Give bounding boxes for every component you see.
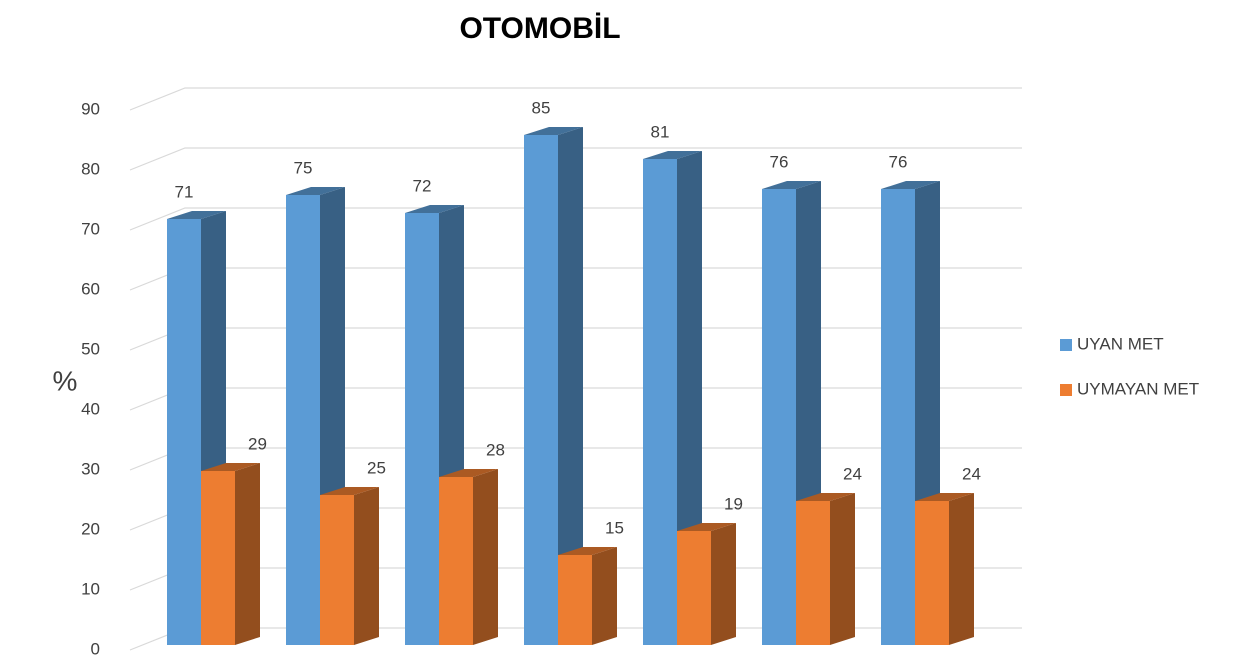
bar-side	[235, 463, 260, 645]
bar-front	[524, 135, 558, 645]
data-label: 85	[532, 98, 551, 117]
chart-title: OTOMOBİL	[459, 12, 620, 45]
bar-top	[320, 487, 379, 495]
bar-top	[286, 187, 345, 195]
y-tick-label: 60	[81, 279, 100, 298]
bar-front	[167, 219, 201, 645]
bar-front	[405, 213, 439, 645]
bar	[796, 493, 855, 645]
bar-front	[643, 159, 677, 645]
bar-side	[558, 127, 583, 645]
bar-front	[796, 501, 830, 645]
bar	[915, 493, 974, 645]
legend-swatch	[1060, 384, 1072, 396]
data-label: 19	[724, 494, 743, 513]
data-label: 81	[651, 122, 670, 141]
bar-top	[643, 151, 702, 159]
data-label: 25	[367, 458, 386, 477]
bar-side	[677, 151, 702, 645]
bar-top	[677, 523, 736, 531]
bar-front	[677, 531, 711, 645]
grid-line	[129, 87, 1022, 111]
bar-front	[881, 189, 915, 645]
bar-front	[762, 189, 796, 645]
data-label: 15	[605, 518, 624, 537]
bar-side	[711, 523, 736, 645]
grid-line	[129, 207, 1022, 231]
bar-top	[881, 181, 940, 189]
y-tick-label: 0	[91, 639, 100, 658]
y-tick-label: 20	[81, 519, 100, 538]
bar-side	[592, 547, 617, 645]
bar	[524, 127, 583, 645]
bar-front	[558, 555, 592, 645]
data-label: 76	[770, 152, 789, 171]
bar-top	[915, 493, 974, 501]
y-tick-label: 70	[81, 219, 100, 238]
data-label: 24	[962, 464, 981, 483]
bar-front	[286, 195, 320, 645]
data-label: 76	[889, 152, 908, 171]
legend-swatch	[1060, 339, 1072, 351]
bar-front	[915, 501, 949, 645]
data-label: 72	[413, 176, 432, 195]
bar-side	[473, 469, 498, 645]
data-label: 24	[843, 464, 862, 483]
legend-label: UYMAYAN MET	[1077, 379, 1199, 398]
y-tick-label: 90	[81, 99, 100, 118]
bar-top	[762, 181, 821, 189]
y-tick-label: 40	[81, 399, 100, 418]
bar-top	[439, 469, 498, 477]
legend-label: UYAN MET	[1077, 334, 1164, 353]
bar-side	[949, 493, 974, 645]
bar-top	[201, 463, 260, 471]
y-tick-label: 50	[81, 339, 100, 358]
bar	[439, 469, 498, 645]
bar-front	[320, 495, 354, 645]
bar-side	[830, 493, 855, 645]
bar-front	[201, 471, 235, 645]
bar-top	[167, 211, 226, 219]
bar	[643, 151, 702, 645]
bar-top	[405, 205, 464, 213]
bar-front	[439, 477, 473, 645]
y-tick-label: 80	[81, 159, 100, 178]
y-axis-label: %	[53, 365, 78, 396]
y-tick-label: 30	[81, 459, 100, 478]
data-label: 29	[248, 434, 267, 453]
bar-top	[524, 127, 583, 135]
data-label: 71	[175, 182, 194, 201]
bar	[201, 463, 260, 645]
data-label: 75	[294, 158, 313, 177]
bar	[558, 547, 617, 645]
bar	[320, 487, 379, 645]
data-label: 28	[486, 440, 505, 459]
bar	[677, 523, 736, 645]
grid-line	[129, 147, 1022, 171]
bar-top	[558, 547, 617, 555]
bar-side	[354, 487, 379, 645]
y-tick-label: 10	[81, 579, 100, 598]
bar-top	[796, 493, 855, 501]
